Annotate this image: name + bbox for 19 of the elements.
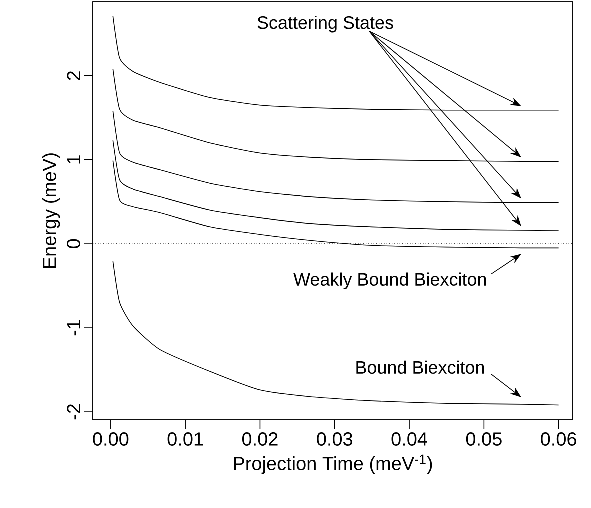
line-series <box>112 140 560 231</box>
y-tick-label: -1 <box>67 320 80 336</box>
x-tick-label: 0.01 <box>168 432 204 446</box>
x-tick-label: 0.05 <box>466 432 502 446</box>
x-tick-label: 0.00 <box>93 432 129 446</box>
x-tick-label: 0.06 <box>541 432 576 446</box>
y-tick-label: -2 <box>67 404 80 420</box>
annotation: Weakly Bound Biexciton <box>294 272 486 290</box>
y-tick-label: 1 <box>67 156 80 164</box>
y-tick-label: 2 <box>67 72 80 80</box>
annotation: Scattering States <box>258 16 394 33</box>
x-tick-label: 0.03 <box>317 432 353 446</box>
x-tick-label: 0.02 <box>242 432 278 446</box>
x-tick-label: 0.04 <box>392 432 428 446</box>
line-series <box>112 261 560 406</box>
x-axis-title: Projection Time (meV$^{-1}$) <box>234 454 432 474</box>
annotation: Bound Biexciton <box>356 360 484 374</box>
y-axis-title: Energy (meV) <box>42 154 60 268</box>
y-tick-label: 0 <box>67 239 80 249</box>
